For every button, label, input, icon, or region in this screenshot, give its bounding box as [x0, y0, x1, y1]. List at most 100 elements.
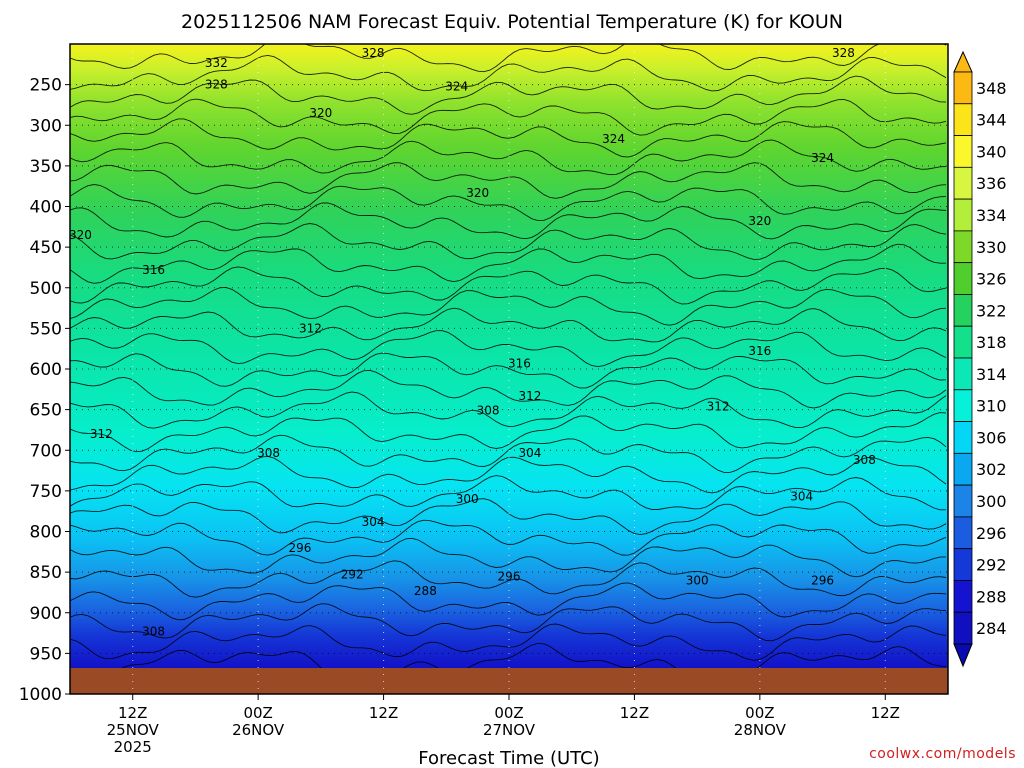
y-tick-label: 900: [30, 604, 62, 624]
contour-label: 324: [445, 79, 468, 93]
contour-line: [70, 560, 947, 598]
colorbar-swatch: [953, 580, 973, 613]
colorbar: 348 344 340 336 334 330 326 322 318 314 310 306 302 3…: [953, 50, 1007, 668]
contour-line: [70, 139, 947, 176]
x-tick-label: 12Z: [118, 704, 147, 722]
contour-line: [70, 455, 947, 494]
contour-line: [70, 307, 947, 343]
contour-label: 292: [341, 568, 364, 582]
contour-label: 304: [362, 515, 385, 529]
colorbar-level-label: 336: [976, 174, 1007, 193]
contour-label: 308: [853, 453, 876, 467]
contour-line: [70, 412, 947, 453]
contour-label: 308: [257, 446, 280, 460]
contour-line: [70, 642, 947, 683]
contour-label: 312: [518, 389, 541, 403]
colorbar-level-label: 334: [976, 206, 1007, 225]
colorbar-level-label: 314: [976, 365, 1007, 384]
y-tick-label: 350: [30, 157, 62, 177]
colorbar-swatch: [953, 611, 973, 645]
contour-label: 288: [414, 584, 437, 598]
contour-line: [70, 243, 946, 284]
credit-link[interactable]: coolwx.com/models: [869, 746, 1016, 762]
contour-label: 308: [477, 404, 500, 418]
y-tick-label: 800: [30, 523, 62, 543]
x-tick-label: 2025: [114, 738, 152, 756]
y-tick-label: 550: [30, 319, 62, 339]
contour-line: [70, 44, 947, 73]
colorbar-level-label: 284: [976, 619, 1007, 638]
contour-line: [70, 519, 947, 556]
colorbar-swatch: [953, 71, 973, 105]
contour-line: [70, 54, 947, 92]
contour-line: [70, 475, 946, 511]
contour-line: [70, 184, 947, 222]
colorbar-swatch: [953, 452, 973, 486]
colorbar-swatch: [953, 262, 973, 295]
contour-label: 296: [288, 541, 311, 555]
y-axis: 250 300 350 400 450 500 550 600 650 700 750 800 850 9…: [19, 76, 70, 705]
colorbar-swatch: [953, 484, 973, 518]
contour-line: [70, 537, 947, 578]
contour-line: [70, 162, 947, 199]
colorbar-swatch: [953, 548, 973, 581]
contour-label: 304: [790, 490, 813, 504]
contour-line: [70, 582, 947, 621]
contour-label: 328: [832, 46, 855, 60]
contour-label: 296: [498, 569, 521, 583]
grid-lines: [70, 44, 948, 694]
contour-label: 316: [748, 344, 771, 358]
contour-label: 316: [508, 356, 531, 370]
contour-line: [70, 352, 947, 389]
contour-line: [70, 330, 947, 368]
contour-label: 324: [602, 132, 625, 146]
contour-line: [70, 98, 947, 136]
x-tick-label: 00Z: [494, 704, 523, 722]
x-axis-label: Forecast Time (UTC): [418, 748, 599, 768]
y-tick-label: 850: [30, 563, 62, 583]
contour-line: [70, 623, 947, 661]
y-tick-label: 950: [30, 644, 62, 664]
colorbar-level-label: 318: [976, 333, 1007, 352]
colorbar-swatch: [953, 230, 973, 264]
y-tick-label: 300: [30, 116, 62, 136]
colorbar-swatch: [953, 421, 973, 454]
colorbar-level-label: 292: [976, 556, 1007, 575]
colorbar-level-label: 306: [976, 428, 1007, 447]
contour-label: 316: [142, 263, 165, 277]
contour-line: [70, 118, 947, 158]
contour-lines: [70, 44, 947, 683]
contour-label: 332: [205, 56, 228, 70]
y-tick-label: 250: [30, 76, 62, 96]
colorbar-level-label: 344: [976, 111, 1007, 130]
contour-label: 320: [748, 214, 771, 228]
x-tick-label: 12Z: [369, 704, 398, 722]
y-tick-label: 400: [30, 198, 62, 218]
y-tick-label: 450: [30, 238, 62, 258]
y-tick-label: 500: [30, 279, 62, 299]
contour-label: 300: [456, 492, 479, 506]
plot-area: 332 328 328 324 328 320 324 324 320 320 320 316 312 3…: [70, 44, 948, 694]
colorbar-level-label: 322: [976, 301, 1007, 320]
colorbar-swatch: [953, 135, 973, 168]
contour-line: [70, 266, 947, 305]
x-tick-label: 27NOV: [483, 721, 536, 739]
colorbar-swatch: [953, 294, 973, 327]
contour-label: 320: [466, 186, 489, 200]
contour-labels: 332 328 328 324 328 320 324 324 320 320 320 316 312 3…: [70, 46, 876, 639]
x-tick-label: 00Z: [745, 704, 774, 722]
colorbar-swatch: [953, 357, 973, 391]
colorbar-min-arrow: [953, 643, 973, 668]
contour-line: [70, 498, 947, 536]
x-tick-label: 12Z: [871, 704, 900, 722]
x-tick-label: 12Z: [620, 704, 649, 722]
x-tick-label: 25NOV: [107, 721, 160, 739]
contour-line: [70, 202, 947, 240]
colorbar-level-label: 330: [976, 238, 1007, 257]
colorbar-swatch: [953, 516, 973, 550]
colorbar-level-label: 288: [976, 587, 1007, 606]
colorbar-swatch: [953, 103, 973, 136]
colorbar-level-label: 302: [976, 460, 1007, 479]
colorbar-swatch: [953, 166, 973, 200]
